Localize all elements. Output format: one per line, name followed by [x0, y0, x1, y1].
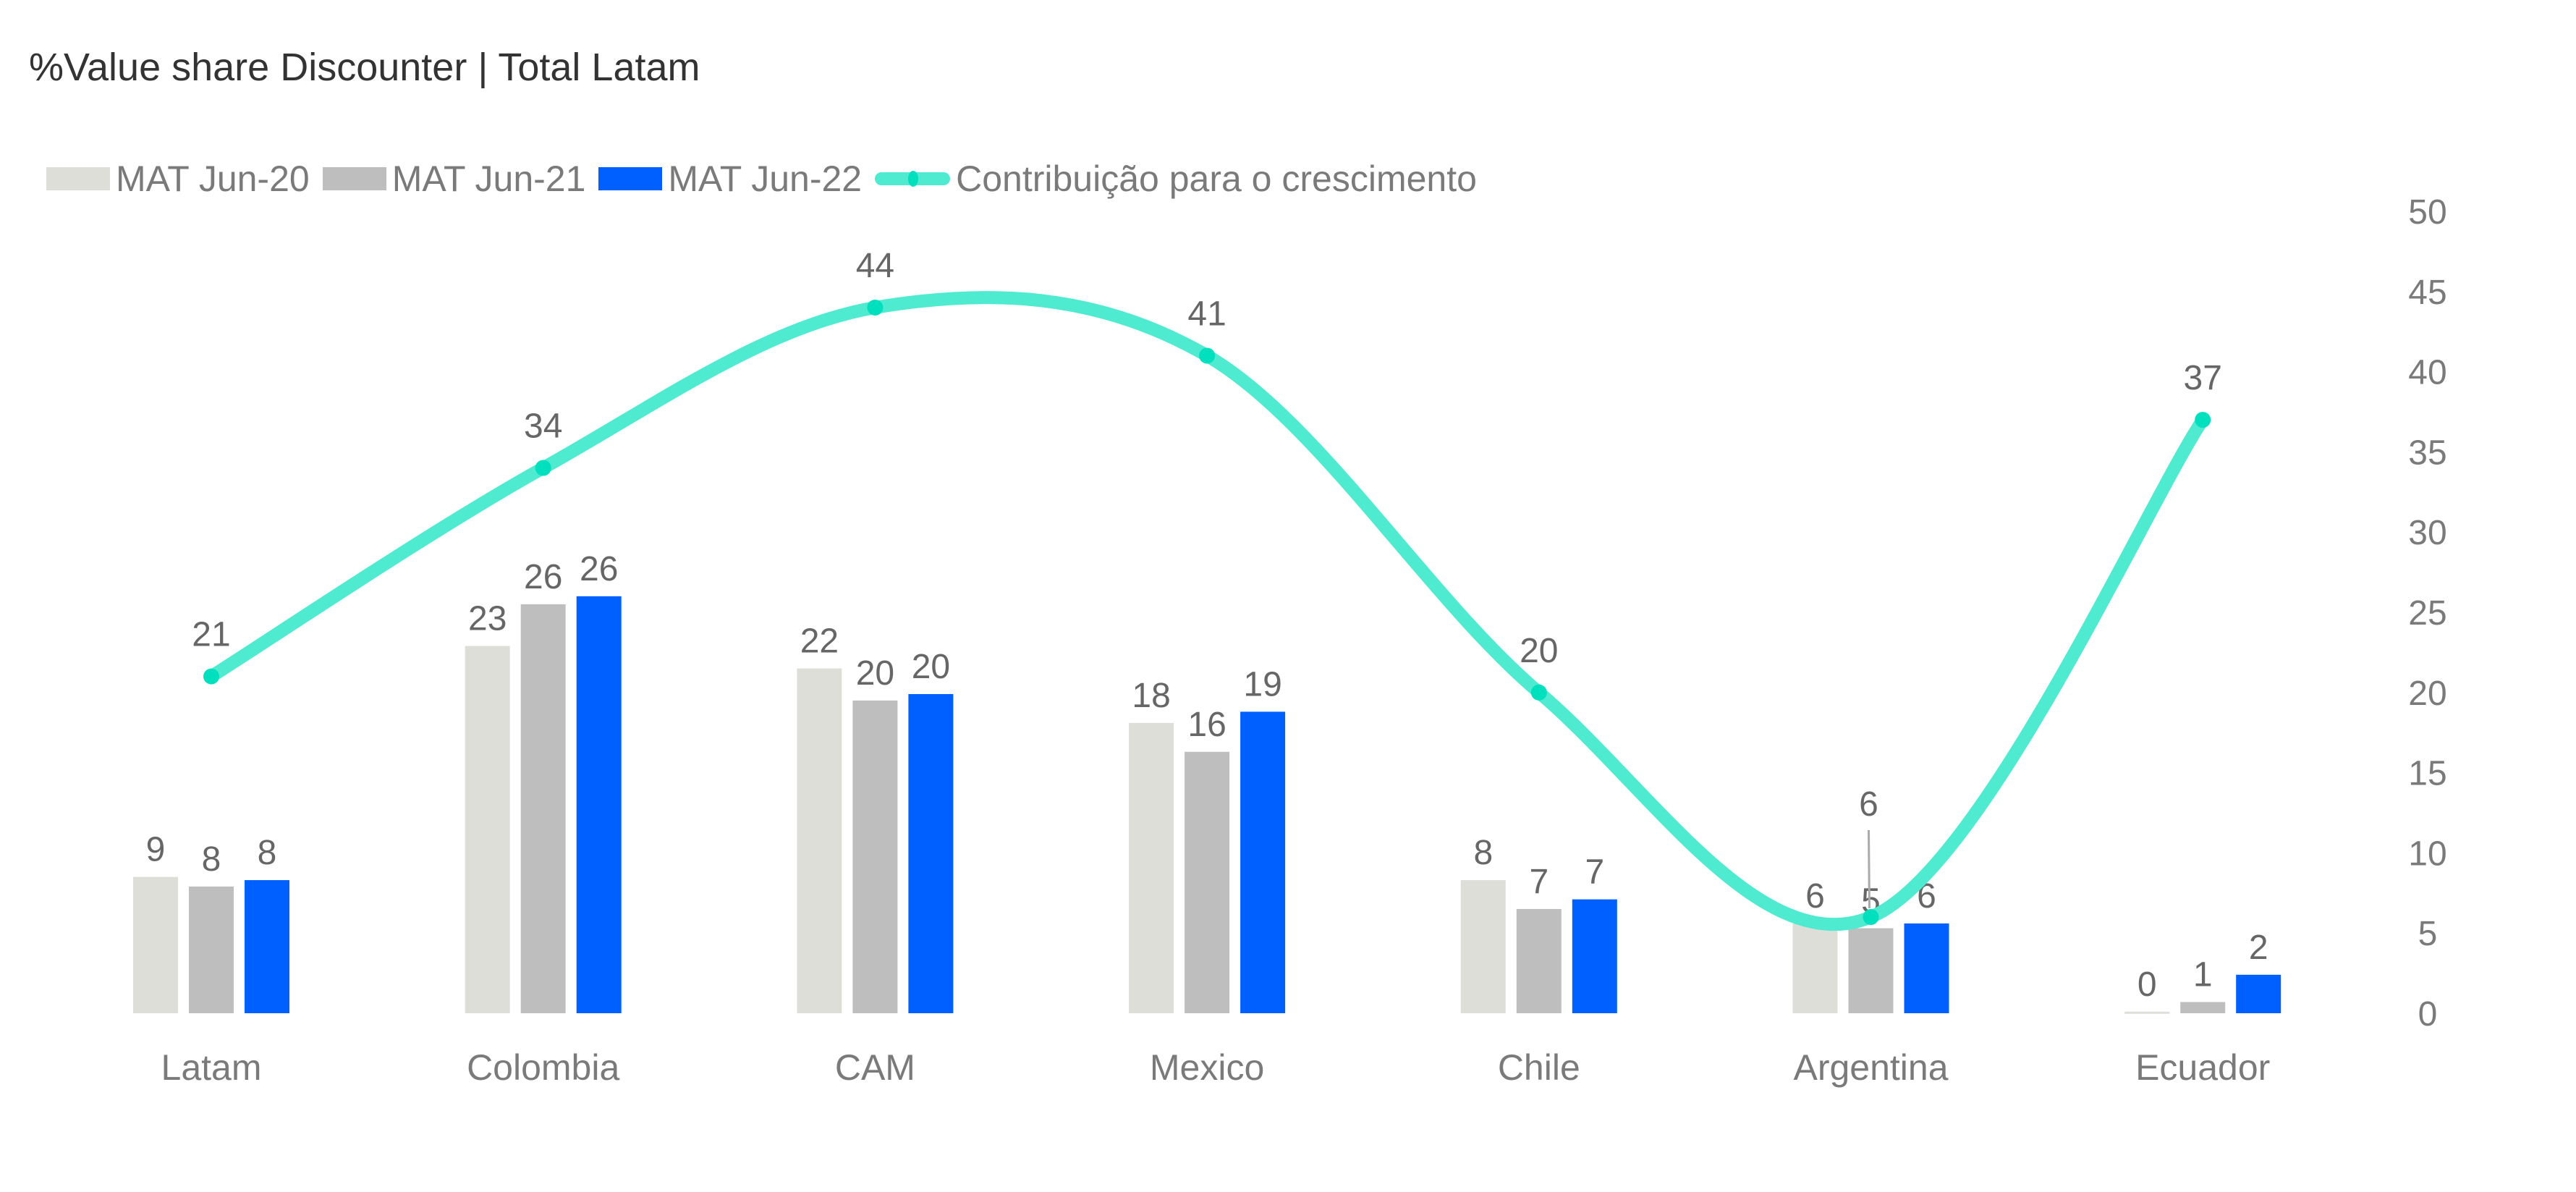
x-tick-label: Ecuador	[2135, 1047, 2270, 1088]
line-marker	[2195, 412, 2211, 428]
bar-data-label: 7	[1585, 853, 1604, 892]
legend-item-mat-jun-22: MAT Jun-22	[598, 158, 862, 200]
line-data-label: 21	[192, 616, 230, 654]
data-label-leader-line	[1868, 830, 1870, 909]
bar-data-label: 8	[258, 834, 277, 872]
bar-mat-jun-20	[465, 646, 510, 1013]
bar-data-label: 0	[2138, 965, 2157, 1004]
bar-mat-jun-22	[1240, 711, 1286, 1013]
y-tick-label: 40	[2408, 354, 2446, 392]
y-tick-label: 25	[2408, 594, 2446, 633]
line-marker	[1199, 347, 1216, 364]
x-tick-label: Chile	[1498, 1047, 1580, 1088]
y-tick-label: 0	[2418, 995, 2438, 1034]
bar-mat-jun-22	[576, 596, 622, 1013]
y-tick-label: 30	[2408, 514, 2446, 552]
bar-mat-jun-21	[189, 886, 234, 1013]
legend: MAT Jun-20 MAT Jun-21 MAT Jun-22 Contrib…	[46, 158, 1490, 200]
bar-data-label: 26	[524, 558, 562, 596]
y-tick-label: 50	[2408, 193, 2446, 232]
line-marker	[1863, 909, 1879, 926]
legend-label: MAT Jun-21	[391, 158, 586, 199]
chart-title: %Value share Discounter | Total Latam	[29, 46, 700, 89]
line-data-label: 20	[1520, 632, 1558, 670]
bar-mat-jun-21	[1185, 751, 1230, 1013]
bar-mat-jun-20	[797, 668, 842, 1013]
bar-mat-jun-22	[1572, 899, 1617, 1013]
y-tick-label: 5	[2418, 915, 2438, 953]
bar-data-label: 19	[1243, 665, 1281, 703]
bar-mat-jun-22	[1904, 923, 1949, 1013]
legend-item-mat-jun-21: MAT Jun-21	[322, 158, 586, 200]
bar-mat-jun-21	[520, 604, 566, 1013]
line-marker	[203, 668, 219, 685]
line-data-label: 34	[524, 407, 562, 446]
legend-item-mat-jun-20: MAT Jun-20	[46, 158, 310, 200]
legend-label: Contribuição para o crescimento	[956, 158, 1477, 199]
bar-data-label: 16	[1187, 706, 1226, 744]
line-data-label: 37	[2184, 359, 2222, 397]
bar-data-label: 20	[912, 648, 950, 686]
y-tick-label: 10	[2408, 834, 2446, 873]
bar-data-label: 18	[1132, 677, 1170, 715]
bar-mat-jun-20	[1129, 722, 1174, 1013]
bar-data-label: 1	[2193, 955, 2213, 994]
line-marker	[867, 299, 884, 316]
line-data-label: 6	[1859, 785, 1878, 824]
bar-data-label: 7	[1529, 863, 1548, 901]
bar-mat-jun-21	[2180, 1002, 2226, 1013]
bar-data-label: 23	[468, 600, 507, 638]
bar-mat-jun-21	[852, 700, 898, 1013]
bar-mat-jun-21	[1516, 908, 1562, 1013]
bar-data-label: 2	[2249, 929, 2268, 967]
x-tick-label: Argentina	[1793, 1047, 1948, 1088]
bar-mat-jun-22	[245, 880, 289, 1013]
bar-mat-jun-22	[2236, 974, 2281, 1013]
x-tick-label: CAM	[835, 1047, 915, 1088]
legend-label: MAT Jun-20	[116, 158, 310, 199]
line-marker	[535, 460, 551, 476]
bar-mat-jun-21	[1848, 928, 1894, 1013]
bar-mat-jun-20	[1792, 923, 1838, 1013]
x-tick-label: Mexico	[1150, 1047, 1264, 1088]
legend-swatch	[598, 167, 663, 190]
bar-mat-jun-20	[2124, 1011, 2170, 1014]
legend-label: MAT Jun-22	[668, 158, 863, 199]
line-data-label: 41	[1187, 295, 1226, 333]
bar-data-label: 26	[580, 550, 618, 588]
bar-data-label: 20	[856, 654, 894, 693]
y-tick-label: 35	[2408, 434, 2446, 472]
legend-item-contribuicao: Contribuição para o crescimento	[875, 158, 1477, 200]
legend-swatch	[46, 167, 110, 190]
bar-data-label: 8	[202, 840, 221, 879]
line-marker	[1530, 684, 1547, 701]
bar-mat-jun-20	[133, 876, 178, 1013]
line-data-label: 44	[856, 247, 894, 285]
bar-mat-jun-20	[1460, 880, 1506, 1013]
bar-mat-jun-22	[908, 694, 954, 1013]
bar-data-label: 8	[1473, 834, 1493, 872]
y-tick-label: 20	[2408, 675, 2446, 713]
y-tick-label: 15	[2408, 755, 2446, 793]
y-tick-label: 45	[2408, 274, 2446, 312]
x-tick-label: Colombia	[467, 1047, 619, 1088]
legend-line-swatch	[875, 168, 951, 190]
bar-data-label: 9	[146, 831, 166, 869]
bar-data-label: 22	[800, 622, 839, 661]
x-tick-label: Latam	[161, 1047, 262, 1088]
legend-swatch	[322, 167, 386, 190]
bar-data-label: 6	[1805, 877, 1825, 916]
